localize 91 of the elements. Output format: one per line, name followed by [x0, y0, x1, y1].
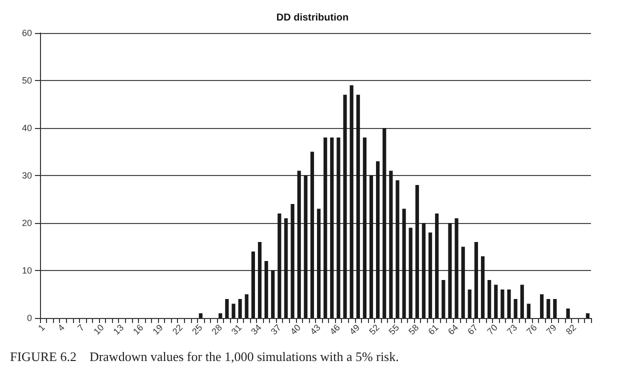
bar — [284, 218, 288, 318]
bar — [251, 252, 255, 318]
bar — [198, 313, 203, 318]
x-tick-label: 61 — [426, 322, 440, 337]
bar — [362, 138, 366, 318]
y-tick-label: 60 — [22, 28, 32, 38]
x-tick-label: 52 — [367, 322, 382, 337]
bar — [586, 313, 590, 318]
bar — [435, 214, 439, 318]
bar — [225, 299, 229, 318]
x-tick-label: 22 — [170, 322, 185, 337]
y-tick-label: 20 — [22, 218, 32, 228]
bar — [500, 290, 504, 318]
bar — [566, 308, 570, 318]
bar — [540, 294, 544, 318]
bar — [376, 161, 380, 318]
y-tick-label: 0 — [26, 313, 32, 323]
bar — [238, 299, 242, 318]
bar — [514, 299, 518, 318]
chart-title: DD distribution — [276, 12, 349, 24]
bar — [324, 138, 328, 318]
bar — [494, 284, 498, 318]
bar — [402, 208, 406, 318]
x-tick-label: 10 — [92, 322, 106, 337]
bar — [408, 228, 412, 318]
y-tick-label: 10 — [22, 266, 32, 276]
x-tick-label: 73 — [504, 322, 520, 337]
bar — [442, 280, 446, 318]
x-tick-label: 82 — [564, 322, 578, 337]
bar — [422, 223, 426, 318]
bar — [468, 290, 472, 318]
x-tick-label: 31 — [229, 322, 244, 337]
bar — [520, 284, 524, 318]
bar — [310, 152, 314, 318]
x-tick-label: 19 — [150, 322, 165, 337]
caption: FIGURE 6.2 Drawdown values for the 1,000 simulations with a 5% risk. — [10, 349, 399, 364]
bar — [258, 242, 262, 318]
x-tick-label: 1 — [36, 322, 47, 334]
bar — [369, 176, 374, 318]
x-tick-label: 79 — [544, 322, 558, 337]
bar — [290, 204, 294, 318]
x-tick-label: 28 — [210, 322, 224, 337]
bar — [304, 176, 308, 318]
bar — [316, 208, 321, 318]
y-tick-label: 30 — [22, 170, 32, 180]
bar — [526, 304, 530, 318]
y-tick-label: 50 — [22, 76, 32, 86]
bar — [350, 85, 354, 318]
x-tick-label: 40 — [288, 322, 303, 337]
bar — [474, 242, 478, 318]
x-tick-label: 43 — [308, 322, 322, 337]
bar — [415, 185, 419, 318]
bar — [330, 138, 334, 318]
x-tick-label: 46 — [328, 322, 342, 337]
bar — [382, 128, 386, 318]
bar — [218, 313, 222, 318]
x-tick-label: 64 — [446, 322, 460, 337]
bar — [553, 299, 557, 318]
bar — [480, 256, 485, 318]
y-tick-label: 40 — [22, 123, 32, 133]
bar — [264, 261, 268, 318]
bar — [356, 94, 360, 318]
bar — [389, 170, 393, 318]
x-tick-label: 70 — [485, 322, 500, 337]
bar — [278, 214, 282, 318]
x-tick-label: 16 — [131, 322, 146, 337]
bar — [297, 170, 301, 318]
bar — [454, 218, 458, 318]
bar — [448, 223, 452, 318]
x-tick-label: 58 — [406, 322, 421, 337]
bar — [428, 232, 432, 318]
bar — [488, 280, 492, 318]
bar — [244, 294, 248, 318]
bar — [396, 180, 400, 318]
bar — [271, 270, 275, 318]
x-tick-label: 49 — [348, 322, 362, 337]
bar — [232, 304, 236, 318]
x-tick-label: 76 — [524, 322, 539, 337]
x-tick-label: 37 — [268, 322, 283, 337]
x-tick-label: 34 — [249, 322, 264, 337]
bar — [336, 138, 340, 318]
x-tick-label: 55 — [386, 322, 402, 337]
bar — [546, 299, 550, 318]
x-tick-label: 13 — [111, 322, 126, 337]
bar — [461, 246, 465, 318]
bar — [507, 290, 511, 318]
x-tick-label: 25 — [190, 322, 204, 337]
x-tick-label: 4 — [56, 322, 66, 334]
x-tick-label: 67 — [466, 322, 480, 337]
bar — [343, 94, 347, 318]
x-tick-label: 7 — [76, 322, 86, 334]
